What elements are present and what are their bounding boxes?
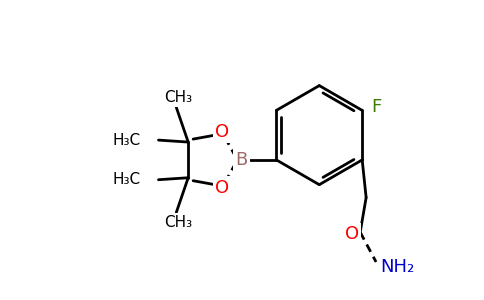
Text: F: F <box>371 98 381 116</box>
Text: CH₃: CH₃ <box>164 90 192 105</box>
Text: O: O <box>215 178 229 196</box>
Text: H₃C: H₃C <box>112 133 141 148</box>
Text: H₃C: H₃C <box>112 172 141 187</box>
Text: NH₂: NH₂ <box>381 258 415 276</box>
Text: B: B <box>236 151 248 169</box>
Text: CH₃: CH₃ <box>164 215 192 230</box>
Text: O: O <box>345 225 359 243</box>
Text: O: O <box>215 123 229 141</box>
